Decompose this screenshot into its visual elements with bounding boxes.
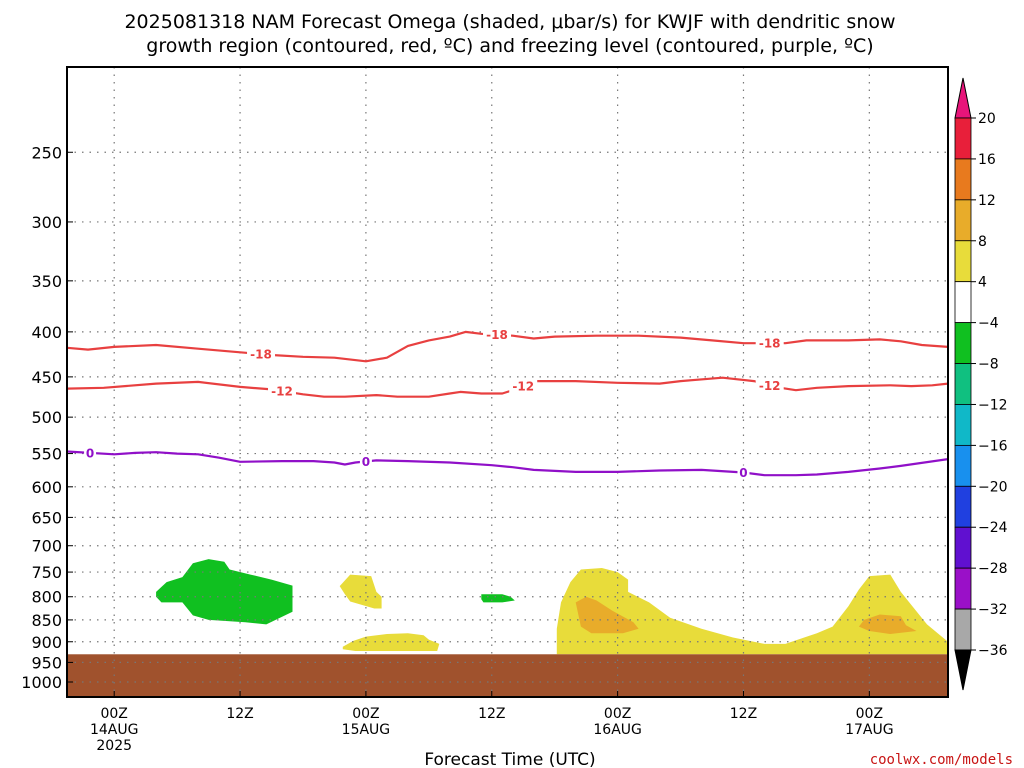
x-axis-label: Forecast Time (UTC): [424, 750, 595, 768]
y-tick-label: 950: [31, 653, 62, 672]
contour-label-bg: [268, 384, 297, 399]
contour-label-bg: [359, 454, 372, 469]
y-tick-label: 600: [31, 478, 62, 497]
x-tick-label: 16AUG: [593, 722, 642, 738]
colorbar-segment: [954, 567, 972, 610]
x-tick-label: 00Z: [604, 706, 631, 722]
colorbar: 20 16 12 8 4 −4 −8 −12 −16 −20 −24 −28 −32 −36: [954, 77, 1008, 691]
colorbar-top-cap: [954, 77, 972, 119]
contour-label-temp: -12: [512, 380, 534, 394]
contour-label-freezing: 0: [739, 466, 747, 480]
y-tick-label: 1000: [21, 673, 62, 692]
contour-label-freezing: 0: [362, 455, 370, 469]
terrain-fill: [67, 654, 948, 697]
colorbar-label: −4: [978, 316, 999, 332]
contour-temp--18: [67, 330, 948, 363]
contour-freezing-0: [67, 450, 948, 477]
x-tick-label: 14AUG: [90, 722, 139, 738]
plot-inner: -18 -18 -18 -12 -12 -12 0 0 0: [67, 67, 948, 697]
omega-region-1: [481, 594, 515, 603]
y-tick-label: 300: [31, 213, 62, 232]
y-tick-label: 550: [31, 445, 62, 464]
x-tick-label: 00Z: [352, 706, 379, 722]
colorbar-label: −16: [978, 438, 1008, 454]
contour-label-temp: -18: [759, 337, 781, 351]
colorbar-segment: [954, 485, 972, 528]
colorbar-segment: [954, 240, 972, 283]
omega-region-3: [342, 633, 440, 651]
colorbar-label: −24: [978, 520, 1008, 536]
y-tick-label: 450: [31, 368, 62, 387]
x-tick-label: 15AUG: [342, 722, 391, 738]
x-tick-label: 00Z: [100, 706, 127, 722]
contour-label-bg: [737, 465, 750, 480]
x-tick-label: 12Z: [730, 706, 757, 722]
colorbar-label: 4: [978, 275, 987, 291]
y-tick-label: 400: [31, 323, 62, 342]
contour-label-temp: -18: [486, 328, 508, 342]
x-tick-label: 17AUG: [845, 722, 894, 738]
colorbar-label: 20: [978, 111, 996, 127]
y-tick-label: 850: [31, 611, 62, 630]
y-tick-label: 900: [31, 633, 62, 652]
colorbar-segment: [954, 281, 972, 324]
omega-region-6: [858, 614, 917, 634]
y-tick-label: 500: [31, 408, 62, 427]
omega-region-2: [339, 574, 382, 609]
colorbar-segment: [954, 117, 972, 160]
y-tick-label: 700: [31, 537, 62, 556]
x-tick-label: 00Z: [856, 706, 883, 722]
y-tick-label: 800: [31, 588, 62, 607]
chart-title-line1: 2025081318 NAM Forecast Omega (shaded, μ…: [124, 11, 895, 33]
colorbar-label: −12: [978, 397, 1008, 413]
contour-label-bg: [509, 379, 538, 394]
chart-title-line2: growth region (contoured, red, ºC) and f…: [146, 35, 873, 57]
contour-label-bg: [247, 347, 276, 362]
contour-label-temp: -12: [271, 385, 293, 399]
colorbar-label: 12: [978, 193, 996, 209]
contour-temp--12: [67, 376, 948, 398]
x-tick-label: 2025: [96, 738, 132, 754]
omega-region-4: [556, 568, 948, 655]
colorbar-label: 8: [978, 234, 987, 250]
colorbar-segment: [954, 363, 972, 405]
colorbar-segment: [954, 322, 972, 364]
colorbar-segment: [954, 158, 972, 201]
colorbar-label: 16: [978, 152, 996, 168]
colorbar-segment: [954, 199, 972, 242]
contour-label-freezing: 0: [86, 446, 94, 460]
y-tick-label: 250: [31, 143, 62, 162]
contour-label-temp: -12: [759, 379, 781, 393]
y-tick-label: 750: [31, 563, 62, 582]
omega-region-5: [575, 596, 639, 634]
colorbar-segment: [954, 404, 972, 446]
omega-region-0: [156, 559, 293, 625]
y-tick-label: 650: [31, 508, 62, 527]
x-tick-label: 12Z: [478, 706, 505, 722]
colorbar-bottom-cap: [954, 649, 972, 691]
contour-label-bg: [84, 445, 97, 460]
contour-label-bg: [755, 378, 784, 393]
colorbar-label: −36: [978, 643, 1008, 659]
plot-frame: [66, 66, 949, 698]
colorbar-label: −32: [978, 602, 1008, 618]
colorbar-label: −20: [978, 479, 1008, 495]
contour-label-temp: -18: [250, 348, 272, 362]
contour-label-bg: [483, 327, 512, 342]
y-tick-label: 350: [31, 272, 62, 291]
plot-area: -18 -18 -18 -12 -12 -12 0 0 0: [66, 66, 949, 698]
y-axis: 250 300 350 400 450 500 550 600 650 700 750 800 850 9…: [21, 143, 73, 692]
x-tick-label: 12Z: [226, 706, 253, 722]
colorbar-label: −8: [978, 357, 999, 373]
colorbar-label: −28: [978, 561, 1008, 577]
colorbar-segment: [954, 526, 972, 569]
colorbar-segment: [954, 608, 972, 651]
contour-label-bg: [755, 336, 784, 351]
credit-text: coolwx.com/models: [870, 752, 1013, 768]
colorbar-segment: [954, 444, 972, 487]
